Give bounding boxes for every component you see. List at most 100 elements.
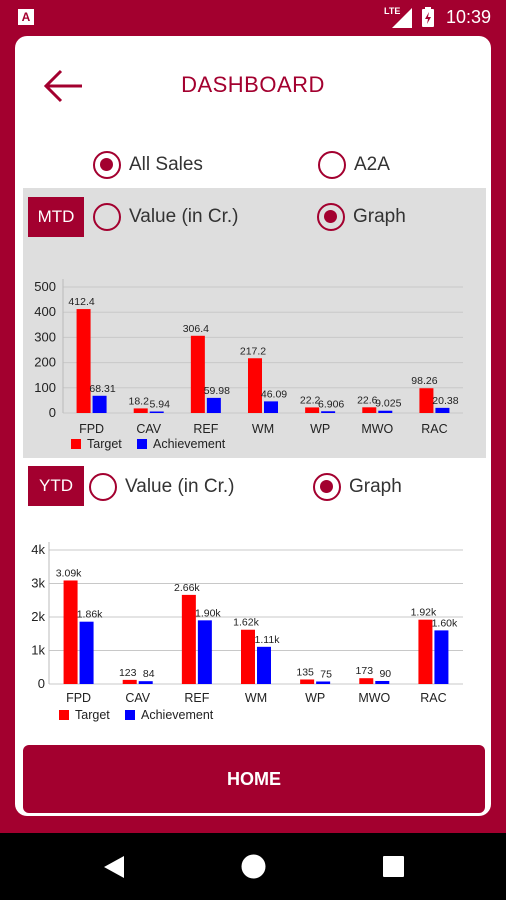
bar-target-cav bbox=[122, 679, 137, 684]
radio-circle bbox=[93, 203, 121, 231]
data-label: 9.025 bbox=[375, 398, 401, 410]
data-label: 1.62k bbox=[233, 617, 259, 629]
data-label: 98.26 bbox=[411, 375, 437, 387]
radio-mtd-value[interactable]: Value (in Cr.) bbox=[93, 203, 238, 231]
bar-achievement-rac bbox=[434, 630, 449, 684]
bar-target-fpd bbox=[63, 580, 78, 684]
y-tick-label: 200 bbox=[34, 355, 56, 370]
x-tick-label: CAV bbox=[136, 422, 161, 436]
x-tick-label: RAC bbox=[420, 691, 446, 705]
bar-target-rac bbox=[419, 388, 434, 413]
data-label: 1.92k bbox=[411, 607, 437, 619]
data-label: 20.38 bbox=[432, 395, 458, 407]
bar-achievement-ref bbox=[206, 397, 221, 413]
x-tick-label: WP bbox=[305, 691, 325, 705]
data-label: 59.98 bbox=[204, 385, 230, 397]
bar-achievement-fpd bbox=[92, 395, 107, 413]
radio-circle bbox=[318, 151, 346, 179]
bar-target-wm bbox=[241, 629, 255, 684]
bar-target-wp bbox=[305, 407, 320, 413]
bar-target-mwo bbox=[362, 407, 377, 413]
nav-recents-icon[interactable] bbox=[383, 856, 404, 877]
signal-icon bbox=[392, 8, 412, 28]
mtd-bar-chart: 0 100 200 300 400 500 412.4 68.31 FPD 18.2 5.94 CAV… bbox=[34, 279, 463, 451]
legend-label: Achievement bbox=[153, 437, 226, 451]
data-label: 18.2 bbox=[128, 395, 149, 407]
radio-all-sales[interactable]: All Sales bbox=[93, 151, 203, 179]
mtd-tag: MTD bbox=[28, 197, 84, 237]
data-label: 5.94 bbox=[149, 399, 170, 411]
x-tick-label: MWO bbox=[361, 422, 393, 436]
bar-achievement-rac bbox=[435, 407, 450, 413]
y-tick-label: 1k bbox=[31, 643, 45, 658]
legend-swatch bbox=[59, 710, 69, 720]
data-label: 1.11k bbox=[255, 634, 281, 646]
data-label: 75 bbox=[320, 668, 332, 680]
x-tick-label: WM bbox=[245, 691, 267, 705]
legend-label: Achievement bbox=[141, 708, 214, 722]
bar-achievement-wm bbox=[257, 646, 271, 684]
radio-circle bbox=[93, 151, 121, 179]
radio-label: Value (in Cr.) bbox=[125, 476, 235, 497]
data-label: 68.31 bbox=[89, 383, 115, 395]
data-label: 306.4 bbox=[183, 323, 209, 335]
bar-achievement-wp bbox=[321, 411, 336, 413]
y-tick-label: 400 bbox=[34, 304, 56, 319]
data-label: 3.09k bbox=[56, 567, 82, 579]
x-tick-label: FPD bbox=[79, 422, 104, 436]
legend-swatch bbox=[125, 710, 135, 720]
navigation-bar bbox=[0, 833, 506, 900]
network-type: LTE bbox=[384, 6, 401, 16]
bar-achievement-wm bbox=[264, 401, 278, 413]
data-label: 6.906 bbox=[318, 398, 344, 410]
x-tick-label: FPD bbox=[66, 691, 91, 705]
x-tick-label: WP bbox=[310, 422, 330, 436]
radio-a2a[interactable]: A2A bbox=[318, 151, 390, 179]
y-tick-label: 0 bbox=[38, 676, 45, 691]
bar-achievement-cav bbox=[149, 411, 164, 413]
radio-ytd-graph[interactable]: Graph bbox=[313, 473, 402, 501]
y-tick-label: 3k bbox=[31, 576, 45, 591]
data-label: 84 bbox=[143, 668, 155, 680]
data-label: 1.86k bbox=[77, 609, 103, 621]
data-label: 90 bbox=[379, 668, 391, 680]
y-tick-label: 0 bbox=[49, 405, 56, 420]
data-label: 22.6 bbox=[357, 394, 378, 406]
bar-achievement-mwo bbox=[375, 680, 390, 684]
status-time: 10:39 bbox=[446, 7, 492, 27]
bar-achievement-mwo bbox=[378, 410, 393, 413]
data-label: 217.2 bbox=[240, 345, 266, 357]
radio-label: Value (in Cr.) bbox=[129, 206, 239, 227]
radio-label: Graph bbox=[353, 206, 406, 227]
battery-icon bbox=[422, 7, 434, 27]
data-label: 135 bbox=[296, 666, 314, 678]
bar-target-cav bbox=[133, 408, 148, 413]
y-tick-label: 500 bbox=[34, 279, 56, 294]
page-title: DASHBOARD bbox=[181, 72, 325, 97]
legend-label: Target bbox=[87, 437, 122, 451]
data-label: 1.60k bbox=[432, 617, 458, 629]
y-tick-label: 2k bbox=[31, 609, 45, 624]
legend-label: Target bbox=[75, 708, 110, 722]
radio-mtd-graph[interactable]: Graph bbox=[317, 203, 406, 231]
data-label: 123 bbox=[119, 667, 137, 679]
ytd-tag: YTD bbox=[28, 466, 84, 506]
nav-home-icon[interactable] bbox=[241, 854, 266, 879]
radio-circle bbox=[89, 473, 117, 501]
home-button[interactable]: HOME bbox=[23, 745, 485, 813]
radio-ytd-value[interactable]: Value (in Cr.) bbox=[89, 473, 234, 501]
y-tick-label: 4k bbox=[31, 542, 45, 557]
x-tick-label: RAC bbox=[421, 422, 447, 436]
data-label: 173 bbox=[356, 665, 374, 677]
radio-circle bbox=[313, 473, 341, 501]
x-tick-label: CAV bbox=[125, 691, 150, 705]
data-label: 412.4 bbox=[68, 296, 94, 308]
bar-target-ref bbox=[190, 335, 205, 413]
bar-target-wp bbox=[300, 679, 315, 684]
nav-back-icon[interactable] bbox=[103, 855, 125, 879]
data-label: 46.09 bbox=[261, 388, 287, 400]
bar-achievement-fpd bbox=[79, 621, 94, 684]
data-label: 22.2 bbox=[300, 394, 321, 406]
y-tick-label: 300 bbox=[34, 329, 56, 344]
back-arrow-icon[interactable] bbox=[42, 68, 84, 104]
